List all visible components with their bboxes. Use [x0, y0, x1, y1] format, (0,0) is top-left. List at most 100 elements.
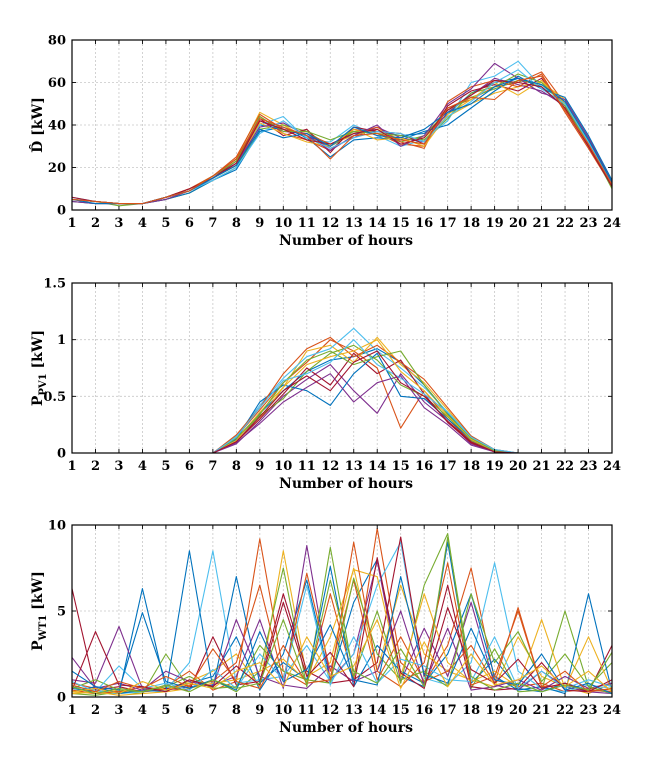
- x-tick-label: 12: [321, 703, 339, 718]
- y-axis-label-unit: [kW]: [30, 97, 46, 141]
- plot-frame: [71, 282, 613, 454]
- x-tick-label: 17: [439, 216, 457, 231]
- x-tick-label: 19: [486, 703, 504, 718]
- series-line-1: [71, 77, 613, 205]
- x-tick-label: 17: [439, 703, 457, 718]
- x-tick-label: 2: [91, 459, 100, 474]
- y-tick-label: 20: [48, 161, 66, 176]
- x-tick-label: 11: [298, 703, 316, 718]
- x-tick-label: 10: [274, 703, 292, 718]
- x-tick-label: 21: [533, 459, 551, 474]
- x-tick-label: 7: [208, 216, 217, 231]
- series-line-11: [71, 610, 613, 691]
- x-tick-label: 15: [392, 703, 410, 718]
- x-tick-label: 17: [439, 459, 457, 474]
- x-tick-label: 3: [114, 216, 123, 231]
- series-line-17: [71, 619, 613, 695]
- x-tick-label: 9: [255, 459, 264, 474]
- x-tick-label: 5: [161, 216, 170, 231]
- x-tick-label: 1: [67, 216, 76, 231]
- x-tick-label: 23: [579, 703, 597, 718]
- x-tick-label: 14: [368, 459, 386, 474]
- y-axis-label-unit: [kW]: [30, 571, 46, 615]
- x-tick-label: 20: [509, 703, 527, 718]
- chart-panel-2: 1 2 3 4 5 6 7 8 9 10 11 12 13 14 15 16 17 18 19 20 21 22 23 240…: [30, 277, 621, 493]
- x-tick-label: 13: [345, 703, 363, 718]
- y-tick-label: 80: [48, 34, 66, 49]
- x-tick-label: 22: [556, 216, 574, 231]
- x-tick-label: 14: [368, 703, 386, 718]
- x-tick-label: 8: [232, 459, 241, 474]
- x-tick-label: 19: [486, 216, 504, 231]
- series-line-11: [72, 373, 612, 454]
- x-axis-label: Number of hours: [279, 233, 413, 249]
- x-tick-label: 18: [462, 216, 480, 231]
- series-line-15: [71, 77, 613, 205]
- x-tick-label: 21: [533, 703, 551, 718]
- y-axis-label: PPV1 [kW]: [30, 330, 49, 406]
- series-line-14: [71, 79, 613, 205]
- x-tick-label: 15: [392, 216, 410, 231]
- y-axis-label-unit: [kW]: [30, 330, 46, 374]
- y-axis-label-subscript: PV1: [38, 373, 49, 395]
- y-axis-label-main: D̂: [28, 141, 46, 153]
- x-tick-label: 5: [161, 703, 170, 718]
- x-tick-label: 24: [603, 703, 621, 718]
- x-tick-label: 7: [208, 459, 217, 474]
- x-tick-label: 3: [114, 703, 123, 718]
- series-line-15: [71, 576, 613, 695]
- x-tick-label: 4: [138, 459, 147, 474]
- x-tick-label: 18: [462, 703, 480, 718]
- x-tick-label: 24: [603, 459, 621, 474]
- y-tick-label: 40: [48, 119, 66, 134]
- x-tick-label: 13: [345, 216, 363, 231]
- y-tick-label: 0: [57, 447, 66, 462]
- x-tick-label: 16: [415, 459, 433, 474]
- x-tick-label: 23: [579, 216, 597, 231]
- x-tick-label: 16: [415, 703, 433, 718]
- x-tick-label: 20: [509, 216, 527, 231]
- series-line-1: [71, 541, 613, 695]
- x-tick-label: 2: [91, 703, 100, 718]
- series-line-10: [71, 79, 613, 205]
- series-line-14: [71, 557, 613, 693]
- series-line-18: [71, 536, 613, 695]
- x-tick-label: 1: [67, 459, 76, 474]
- x-tick-label: 8: [232, 703, 241, 718]
- x-tick-label: 21: [533, 216, 551, 231]
- y-tick-label: 0.5: [43, 390, 66, 405]
- x-tick-label: 22: [556, 703, 574, 718]
- x-tick-label: 3: [114, 459, 123, 474]
- series-line-14: [72, 350, 612, 454]
- x-tick-label: 4: [138, 216, 147, 231]
- x-tick-label: 6: [185, 216, 194, 231]
- x-tick-label: 1: [67, 703, 76, 718]
- x-tick-label: 12: [321, 459, 339, 474]
- y-tick-label: 1: [57, 333, 66, 348]
- y-axis-label-main: P: [30, 395, 46, 406]
- x-tick-label: 6: [185, 703, 194, 718]
- x-tick-label: 9: [255, 216, 264, 231]
- x-axis-label: Number of hours: [279, 476, 413, 492]
- series-line-13: [71, 584, 613, 693]
- x-tick-label: 10: [274, 459, 292, 474]
- x-tick-label: 9: [255, 703, 264, 718]
- x-tick-label: 10: [274, 216, 292, 231]
- x-tick-label: 11: [298, 459, 316, 474]
- y-axis-label-subscript: WT1: [38, 615, 49, 642]
- y-tick-label: 1.5: [43, 277, 66, 292]
- x-tick-label: 19: [486, 459, 504, 474]
- chart-panel-3: 1 2 3 4 5 6 7 8 9 10 11 12 13 14 15 16 17 18 19 20 21 22 23 240…: [30, 519, 621, 737]
- series-line-4: [71, 77, 613, 205]
- x-tick-label: 11: [298, 216, 316, 231]
- series-line-12: [72, 350, 612, 454]
- series-line-10: [71, 569, 613, 696]
- series-line-16: [71, 75, 613, 205]
- chart-panel-1: 1 2 3 4 5 6 7 8 9 10 11 12 13 14 15 16 17 18 19 20 21 22 23 240…: [28, 34, 621, 250]
- x-tick-label: 16: [415, 216, 433, 231]
- x-tick-label: 23: [579, 459, 597, 474]
- x-tick-label: 12: [321, 216, 339, 231]
- x-tick-label: 18: [462, 459, 480, 474]
- y-tick-label: 60: [48, 76, 66, 91]
